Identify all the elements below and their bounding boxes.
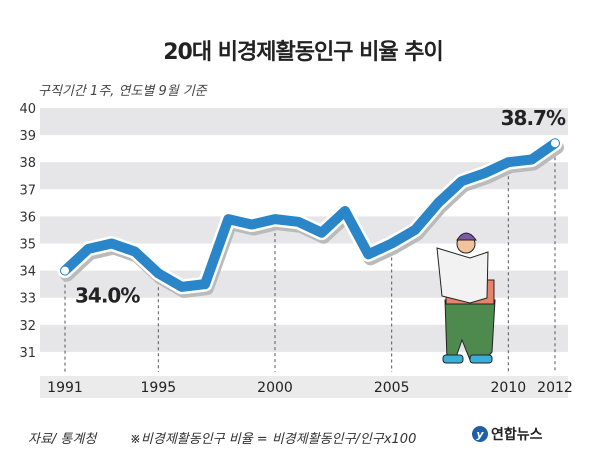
data-point [390,242,393,245]
grid-band [40,108,568,136]
endpoint-marker [61,266,69,275]
y-tick-label: 34 [19,265,36,280]
data-point [204,283,206,286]
data-point [250,223,253,226]
y-tick-label: 40 [19,102,36,117]
y-tick-label: 38 [19,156,36,171]
data-point [460,180,463,183]
data-point [414,228,416,231]
chart-title: 20대 비경제활동인구 비율 추이 [163,40,443,65]
data-point [437,201,440,204]
data-point [507,161,510,164]
data-point [274,218,276,221]
data-point [367,253,370,256]
data-point [297,220,300,223]
y-tick-label: 37 [19,183,36,198]
value-annotation: 34.0% [75,284,140,308]
data-point [320,231,323,234]
y-tick-label: 39 [19,129,36,144]
data-point [157,272,160,275]
formula-note: ※비경제활동인구 비율 = 비경제활동인구/인구x100 [130,432,417,447]
source-note: 자료/ 통계청 [28,432,97,447]
x-tick-label: 2005 [374,380,410,396]
x-tick-label: 2012 [537,380,573,396]
value-annotation: 38.7% [501,106,566,130]
data-point [134,250,136,253]
data-point [484,172,486,175]
y-tick-label: 32 [19,319,36,334]
data-point [344,209,346,212]
data-point [87,247,90,250]
x-axis-band [40,376,568,398]
y-tick-label: 35 [19,238,36,253]
data-point [110,242,113,245]
x-tick-label: 1991 [47,380,83,396]
y-tick-label: 33 [19,292,36,307]
x-tick-label: 1995 [141,380,177,396]
series-line [60,138,560,292]
person-reading-jobs-newspaper-illustration [436,232,496,364]
chart-subtitle: 구직기간 1주, 연도별 9월 기준 [38,84,207,99]
x-tick-label: 2010 [491,380,527,396]
y-tick-label: 31 [19,346,36,361]
x-tick-label: 2000 [257,380,293,396]
data-point [227,218,230,221]
y-tick-label: 36 [19,210,36,225]
data-point [530,158,533,161]
yonhap-logo: y 연합뉴스 [472,424,543,444]
data-point [180,285,183,288]
logo-mark-icon: y [472,426,488,442]
endpoint-marker [551,139,559,148]
logo-text: 연합뉴스 [491,427,543,443]
